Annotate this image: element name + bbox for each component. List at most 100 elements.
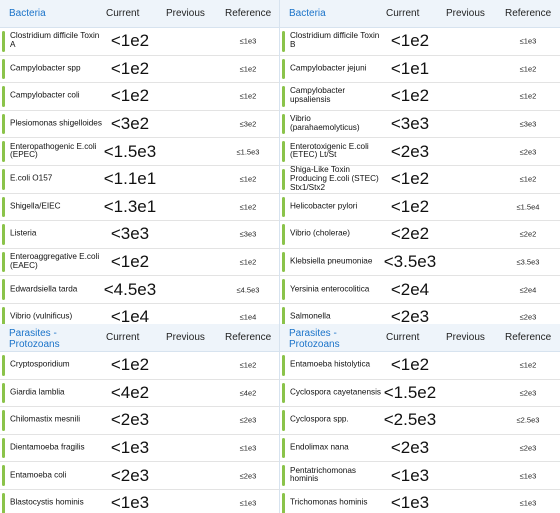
reference-value: ≤1.5e4 [502, 202, 554, 211]
status-indicator [282, 465, 285, 486]
current-value: <3e3 [88, 225, 172, 243]
status-indicator [282, 59, 285, 80]
status-indicator [282, 31, 285, 52]
current-value: <1e3 [88, 439, 172, 457]
status-indicator [2, 197, 5, 218]
table-row: Helicobacter pylori <1e2 ≤1.5e4 [280, 194, 560, 222]
status-indicator [282, 383, 285, 404]
table-row: Yersinia enterocolitica <2e4 ≤2e4 [280, 276, 560, 304]
previous-column-header: Previous [446, 8, 485, 19]
current-value: <3e3 [368, 115, 452, 133]
previous-column-header: Previous [166, 8, 205, 19]
table-row: Endolimax nana <2e3 ≤2e3 [280, 435, 560, 463]
current-value: <1e3 [88, 494, 172, 512]
current-value: <4.5e3 [88, 281, 172, 299]
reference-column-header: Reference [505, 8, 551, 19]
table-row: Vibrio (cholerae) <2e2 ≤2e2 [280, 221, 560, 249]
category-title: Bacteria [9, 8, 46, 19]
current-value: <2e3 [88, 411, 172, 429]
table-row: Cryptosporidium <1e2 ≤1e2 [0, 352, 280, 380]
reference-value: ≤1e2 [502, 175, 554, 184]
previous-column-header: Previous [166, 332, 205, 343]
status-indicator [2, 252, 5, 273]
reference-value: ≤2e4 [502, 285, 554, 294]
current-value: <1e2 [88, 253, 172, 271]
panel-header: Parasites - Protozoans Current Previous Ref… [280, 324, 560, 352]
reference-value: ≤1e4 [222, 313, 274, 322]
reference-value: ≤2e3 [222, 471, 274, 480]
current-value: <1e2 [368, 356, 452, 374]
table-row: Cyclospora spp. <2.5e3 ≤2.5e3 [280, 407, 560, 435]
reference-value: ≤3e2 [222, 120, 274, 129]
reference-value: ≤2e3 [222, 416, 274, 425]
status-indicator [2, 355, 5, 376]
reference-value: ≤3.5e3 [502, 258, 554, 267]
current-value: <1e3 [368, 494, 452, 512]
status-indicator [2, 169, 5, 190]
table-row: Blastocystis hominis <1e3 ≤1e3 [0, 490, 280, 513]
reference-value: ≤2e3 [502, 313, 554, 322]
reference-value: ≤1e2 [222, 92, 274, 101]
reference-value: ≤4.5e3 [222, 285, 274, 294]
table-row: Giardia lamblia <4e2 ≤4e2 [0, 380, 280, 408]
status-indicator [282, 114, 285, 135]
table-row: Enteropathogenic E.coli (EPEC) <1.5e3 ≤1.5… [0, 138, 280, 166]
reference-value: ≤1e2 [222, 202, 274, 211]
table-row: Shigella/EIEC <1.3e1 ≤1e2 [0, 194, 280, 222]
table-row: Clostridium difficile Toxin A <1e2 ≤1e3 [0, 28, 280, 56]
table-row: Chilomastix mesnili <2e3 ≤2e3 [0, 407, 280, 435]
current-value: <2e2 [368, 225, 452, 243]
reference-value: ≤1.5e3 [222, 147, 274, 156]
table-row: Plesiomonas shigelloides <3e2 ≤3e2 [0, 111, 280, 139]
category-title: Parasites - Protozoans [9, 328, 79, 350]
reference-value: ≤1e3 [502, 471, 554, 480]
results-panel: Parasites - Protozoans Current Previous Ref… [280, 324, 560, 513]
reference-value: ≤1e3 [222, 444, 274, 453]
current-value: <1e2 [88, 60, 172, 78]
table-row: Klebsiella pneumoniae <3.5e3 ≤3.5e3 [280, 249, 560, 277]
table-row: Entamoeba histolytica <1e2 ≤1e2 [280, 352, 560, 380]
status-indicator [2, 465, 5, 486]
status-indicator [282, 86, 285, 107]
reference-value: ≤3e3 [222, 230, 274, 239]
panel-header: Parasites - Protozoans Current Previous Ref… [0, 324, 280, 352]
column-divider [279, 0, 280, 513]
results-panel: Parasites - Protozoans Current Previous Ref… [0, 324, 280, 513]
status-indicator [282, 224, 285, 245]
current-value: <3e2 [88, 115, 172, 133]
table-row: Enteroaggregative E.coli (EAEC) <1e2 ≤1e2 [0, 249, 280, 277]
current-value: <4e2 [88, 384, 172, 402]
reference-column-header: Reference [225, 332, 271, 343]
table-row: Campylobacter spp <1e2 ≤1e2 [0, 56, 280, 84]
reference-value: ≤4e2 [222, 388, 274, 397]
panel-header: Bacteria Current Previous Reference [0, 0, 280, 28]
reference-value: ≤1e3 [222, 37, 274, 46]
current-value: <1e2 [368, 170, 452, 188]
status-indicator [282, 355, 285, 376]
status-indicator [282, 169, 285, 190]
category-title: Parasites - Protozoans [289, 328, 359, 350]
results-panel: Bacteria Current Previous Reference Clostrid… [280, 0, 560, 332]
reference-value: ≤1e2 [502, 92, 554, 101]
current-value: <1e3 [368, 467, 452, 485]
status-indicator [2, 141, 5, 162]
status-indicator [2, 114, 5, 135]
category-title: Bacteria [289, 8, 326, 19]
table-row: Entamoeba coli <2e3 ≤2e3 [0, 462, 280, 490]
status-indicator [282, 438, 285, 459]
status-indicator [2, 410, 5, 431]
current-value: <2e3 [368, 439, 452, 457]
current-value: <1e2 [368, 32, 452, 50]
reference-value: ≤3e3 [502, 120, 554, 129]
table-row: E.coli O157 <1.1e1 ≤1e2 [0, 166, 280, 194]
reference-value: ≤1e2 [222, 175, 274, 184]
table-row: Listeria <3e3 ≤3e3 [0, 221, 280, 249]
status-indicator [2, 59, 5, 80]
table-row: Clostridium difficile Toxin B <1e2 ≤1e3 [280, 28, 560, 56]
current-value: <1.5e2 [368, 384, 452, 402]
table-row: Pentatrichomonas hominis <1e3 ≤1e3 [280, 462, 560, 490]
status-indicator [2, 383, 5, 404]
current-value: <1e2 [368, 198, 452, 216]
current-value: <1e2 [368, 87, 452, 105]
status-indicator [282, 493, 285, 513]
